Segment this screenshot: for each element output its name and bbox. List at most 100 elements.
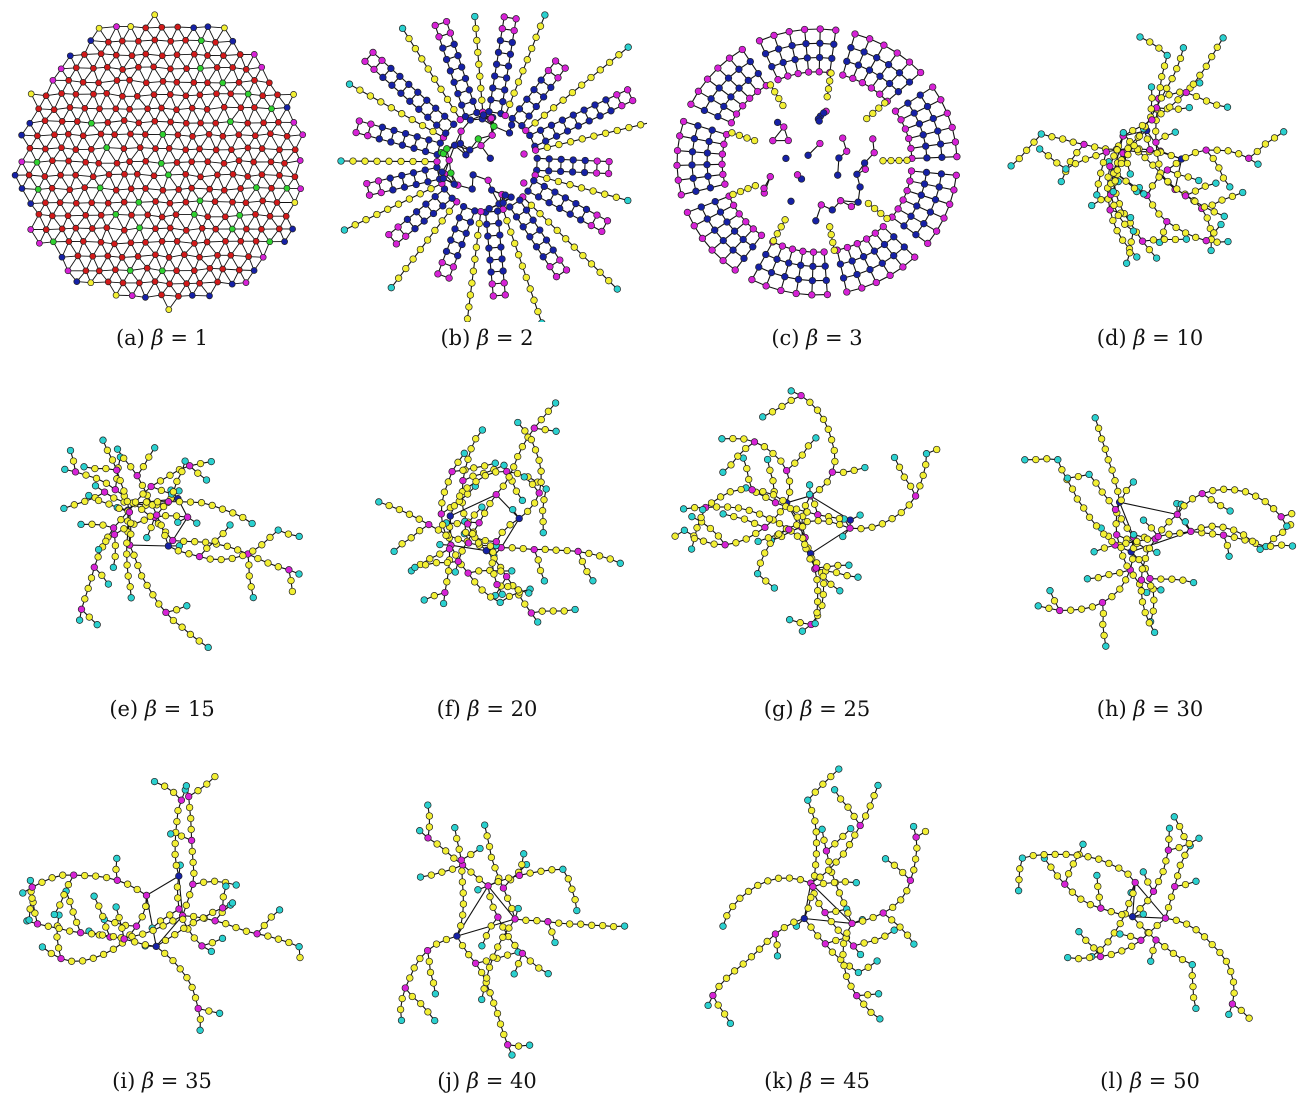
graph-node <box>521 427 529 435</box>
graph-node <box>794 69 802 78</box>
graph-node <box>123 497 131 506</box>
graph-node <box>1219 34 1227 42</box>
graph-node <box>433 158 441 166</box>
graph-node <box>426 555 434 563</box>
graph-node <box>161 531 169 540</box>
graph-node <box>340 226 349 234</box>
graph-node <box>827 580 835 588</box>
graph-node <box>97 50 105 58</box>
graph-node <box>274 563 282 571</box>
graph-node <box>448 194 456 202</box>
graph-node <box>104 119 112 126</box>
graph-node <box>102 464 110 473</box>
graph-node <box>445 274 453 282</box>
graph-node <box>544 66 553 75</box>
graph-node <box>827 230 835 239</box>
graph-node <box>798 451 806 459</box>
graph-node <box>204 52 211 59</box>
graph-node <box>142 79 150 87</box>
graph-node <box>283 132 291 140</box>
graph-node <box>1094 424 1103 432</box>
graph-node <box>522 273 530 282</box>
graph-node <box>542 485 550 493</box>
graph-node <box>804 442 813 450</box>
graph-node <box>188 292 196 299</box>
graph-node <box>375 498 383 506</box>
graph-node <box>766 466 774 474</box>
graph-node <box>547 83 555 92</box>
graph-node <box>414 88 422 96</box>
graph-node <box>214 251 221 259</box>
graph-node <box>1100 631 1108 640</box>
graph-node <box>536 566 545 575</box>
graph-node <box>739 235 747 244</box>
graph-node <box>784 136 792 145</box>
graph-node <box>1181 153 1190 162</box>
graph-node <box>128 211 135 219</box>
graph-node <box>922 142 930 150</box>
graph-node <box>345 80 354 88</box>
graph-node <box>500 279 508 287</box>
graph-node <box>519 223 527 231</box>
graph-node <box>274 91 281 99</box>
graph-edge <box>450 494 497 517</box>
graph-node <box>58 144 65 152</box>
graph-node <box>839 468 848 477</box>
graph-node <box>946 200 954 208</box>
graph-node <box>719 170 727 179</box>
graph-node <box>103 144 111 151</box>
graph-node <box>1077 605 1086 613</box>
graph-node <box>432 104 440 112</box>
graph-node <box>530 545 538 554</box>
caption-equals: = <box>1152 697 1170 721</box>
graph-node <box>1188 495 1197 503</box>
graph-node <box>197 64 204 72</box>
graph-node <box>245 572 253 580</box>
graph-node <box>853 170 861 178</box>
graph-node <box>169 917 177 925</box>
graph-node <box>1220 485 1228 493</box>
graph-node <box>190 24 198 32</box>
graph-node <box>182 92 190 100</box>
graph-node <box>42 226 50 233</box>
graph-node <box>127 130 134 138</box>
graph-node <box>782 466 791 475</box>
graph-node <box>1050 597 1059 605</box>
graph-node <box>387 64 395 73</box>
graph-node <box>515 514 523 523</box>
graph-node <box>777 286 785 295</box>
graph-node <box>714 64 722 72</box>
graph-node <box>1192 233 1200 242</box>
graph-node <box>220 186 228 194</box>
graph-node <box>252 211 259 218</box>
graph-node <box>408 115 416 124</box>
graph-node <box>212 225 220 233</box>
graph-node <box>743 464 751 473</box>
graph-node <box>385 157 393 165</box>
graph-node <box>778 402 786 411</box>
graph-node <box>196 145 203 153</box>
graph-node <box>566 181 574 189</box>
graph-node <box>1106 162 1114 170</box>
graph-node <box>227 118 234 125</box>
graph-node <box>771 499 780 507</box>
graph-node <box>33 158 41 166</box>
graph-node <box>1202 237 1210 245</box>
graph-node <box>251 132 259 140</box>
graph-node <box>554 177 563 186</box>
graph-node <box>711 226 719 234</box>
graph-node <box>755 263 763 271</box>
graph-node <box>674 176 682 184</box>
graph-node <box>1197 524 1205 532</box>
graph-node <box>1148 116 1156 124</box>
graph-node <box>1224 237 1232 246</box>
graph-node <box>737 485 745 494</box>
graph-node <box>461 112 470 121</box>
graph-node <box>219 265 227 273</box>
graph-node <box>397 157 405 166</box>
graph-node <box>938 153 946 161</box>
graph-node <box>169 488 178 496</box>
graph-node <box>1135 132 1144 140</box>
graph-node <box>887 156 895 165</box>
graph-node <box>1137 576 1146 584</box>
